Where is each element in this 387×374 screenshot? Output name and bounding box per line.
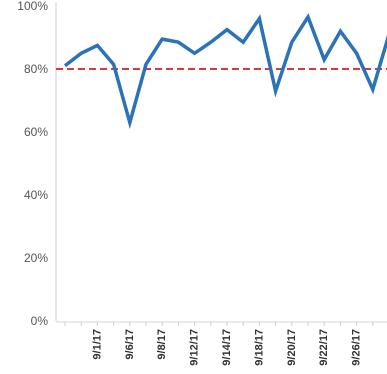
y-tick-label: 40% bbox=[24, 188, 48, 202]
y-tick-label: 60% bbox=[24, 125, 48, 139]
x-axis: 9/1/17 9/6/17 9/8/17 9/12/17 9/14/17 9/18/17 9… bbox=[56, 321, 387, 366]
x-tick-label: 9/22/17 bbox=[318, 329, 330, 366]
x-tick-label: 9/20/17 bbox=[286, 329, 298, 366]
x-tick-label: 9/26/17 bbox=[351, 329, 363, 366]
x-tick-label: 9/12/17 bbox=[189, 329, 201, 366]
x-tick-label: 9/1/17 bbox=[91, 329, 103, 360]
y-tick-label: 20% bbox=[24, 251, 48, 265]
x-tick-label: 9/8/17 bbox=[156, 329, 168, 360]
x-tick-label: 9/6/17 bbox=[124, 329, 136, 360]
y-tick-label: 80% bbox=[24, 62, 48, 76]
x-tick-label: 9/14/17 bbox=[221, 329, 233, 366]
y-tick-label: 100% bbox=[17, 0, 48, 13]
x-tick-label: 9/18/17 bbox=[253, 329, 265, 366]
y-tick-label: 0% bbox=[31, 314, 49, 328]
y-axis: 0% 20% 40% 60% 80% 100% bbox=[17, 0, 57, 328]
series-layer bbox=[63, 13, 387, 130]
